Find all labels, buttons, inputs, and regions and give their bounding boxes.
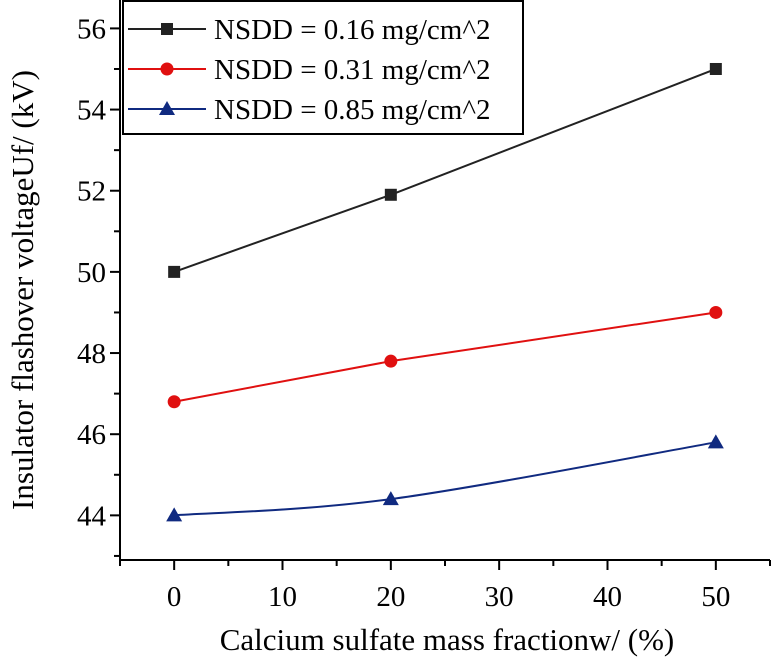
y-tick-label: 44: [77, 500, 107, 532]
triangle-marker: [707, 434, 724, 449]
y-tick-label: 48: [77, 338, 106, 370]
x-tick-label: 40: [593, 581, 622, 613]
square-marker: [384, 188, 397, 201]
circle-marker: [160, 62, 174, 76]
series-line: [173, 311, 716, 403]
x-axis-label: Calcium sulfate mass fractionw/ (%): [220, 622, 675, 657]
legend-label: NSDD = 0.85 mg/cm^2: [214, 94, 490, 126]
x-tick-label: 10: [268, 581, 297, 613]
series-2: [167, 305, 723, 409]
y-tick-label: 56: [77, 13, 106, 45]
legend-box: [122, 0, 524, 135]
square-marker: [709, 62, 722, 75]
x-tick-label: 50: [701, 581, 730, 613]
legend-label: NSDD = 0.31 mg/cm^2: [214, 54, 490, 86]
circle-marker: [709, 305, 723, 319]
y-tick-label: 52: [77, 176, 106, 208]
circle-marker: [167, 395, 181, 409]
x-tick-label: 30: [485, 581, 514, 613]
series-line: [174, 441, 717, 517]
y-axis-label: Insulator flashover voltageUf/ (kV): [5, 70, 40, 510]
y-tick-label: 46: [77, 419, 106, 451]
circle-marker: [384, 354, 398, 368]
legend-item: NSDD = 0.16 mg/cm^2: [128, 14, 490, 46]
y-tick-label: 50: [77, 257, 106, 289]
triangle-marker: [382, 491, 399, 506]
x-tick-label: 20: [376, 581, 405, 613]
y-tick-label: 54: [77, 95, 107, 127]
square-marker: [168, 265, 181, 278]
x-tick-label: 0: [167, 581, 182, 613]
legend-item: NSDD = 0.85 mg/cm^2: [128, 94, 490, 126]
triangle-marker: [166, 507, 183, 522]
legend-item: NSDD = 0.31 mg/cm^2: [128, 54, 490, 86]
triangle-marker: [159, 101, 175, 115]
legend-label: NSDD = 0.16 mg/cm^2: [214, 14, 490, 46]
series-3: [166, 434, 724, 522]
series-1: [168, 62, 722, 278]
square-marker: [161, 23, 173, 35]
